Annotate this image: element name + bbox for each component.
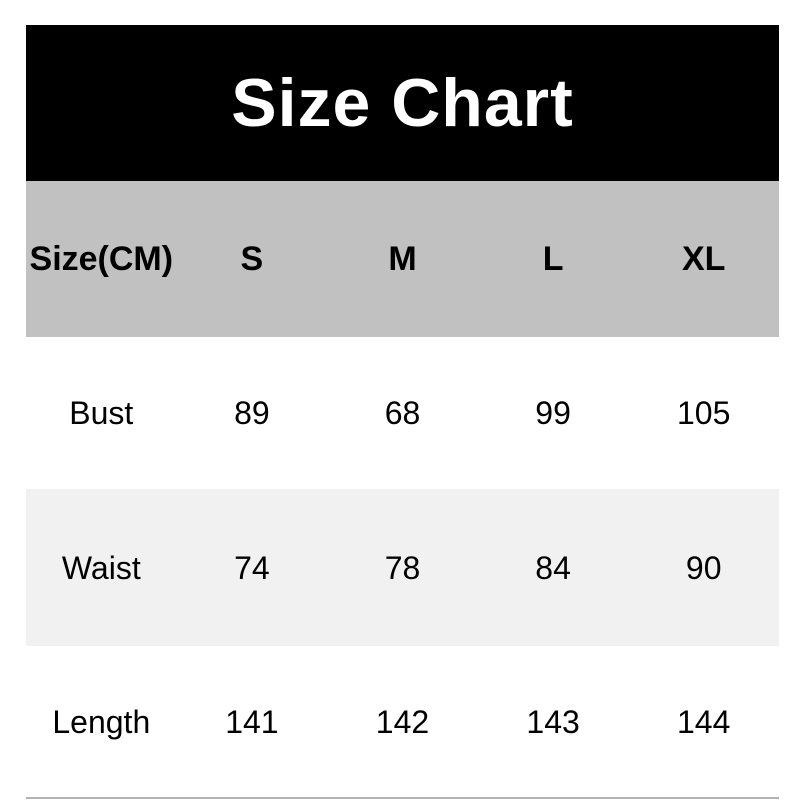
table-row-length: Length 141 142 143 144: [26, 646, 779, 797]
cell-value: 74: [234, 549, 270, 586]
table-header-row: Size(CM) S M L XL: [26, 181, 779, 337]
header-size-xl: XL: [681, 240, 726, 278]
row-label: Length: [52, 703, 151, 740]
cell-value: 144: [677, 703, 731, 740]
cell-value: 105: [677, 395, 731, 431]
cell-value: 143: [526, 703, 580, 740]
page-title: Size Chart: [231, 65, 574, 141]
header-size-m: M: [388, 240, 417, 278]
cell-value: 90: [685, 549, 722, 586]
cell-value: 84: [535, 549, 571, 586]
table-row-bust: Bust 89 68 99 105: [26, 337, 779, 489]
cell-value: 68: [384, 395, 421, 431]
header-size-s: S: [240, 240, 264, 278]
header-size-l: L: [542, 240, 564, 278]
header-unit-label: Size(CM): [29, 240, 174, 278]
size-chart-table: Size Chart Size(CM) S M L XL Bust 89 68 …: [26, 25, 779, 799]
row-label: Bust: [69, 395, 134, 431]
table-row-waist: Waist 74 78 84 90: [26, 489, 779, 646]
cell-value: 89: [234, 395, 270, 431]
row-label: Waist: [61, 549, 141, 586]
cell-value: 78: [384, 549, 421, 586]
cell-value: 141: [225, 703, 279, 740]
cell-value: 99: [535, 395, 571, 431]
cell-value: 142: [375, 703, 430, 740]
title-band: Size Chart: [26, 25, 779, 181]
